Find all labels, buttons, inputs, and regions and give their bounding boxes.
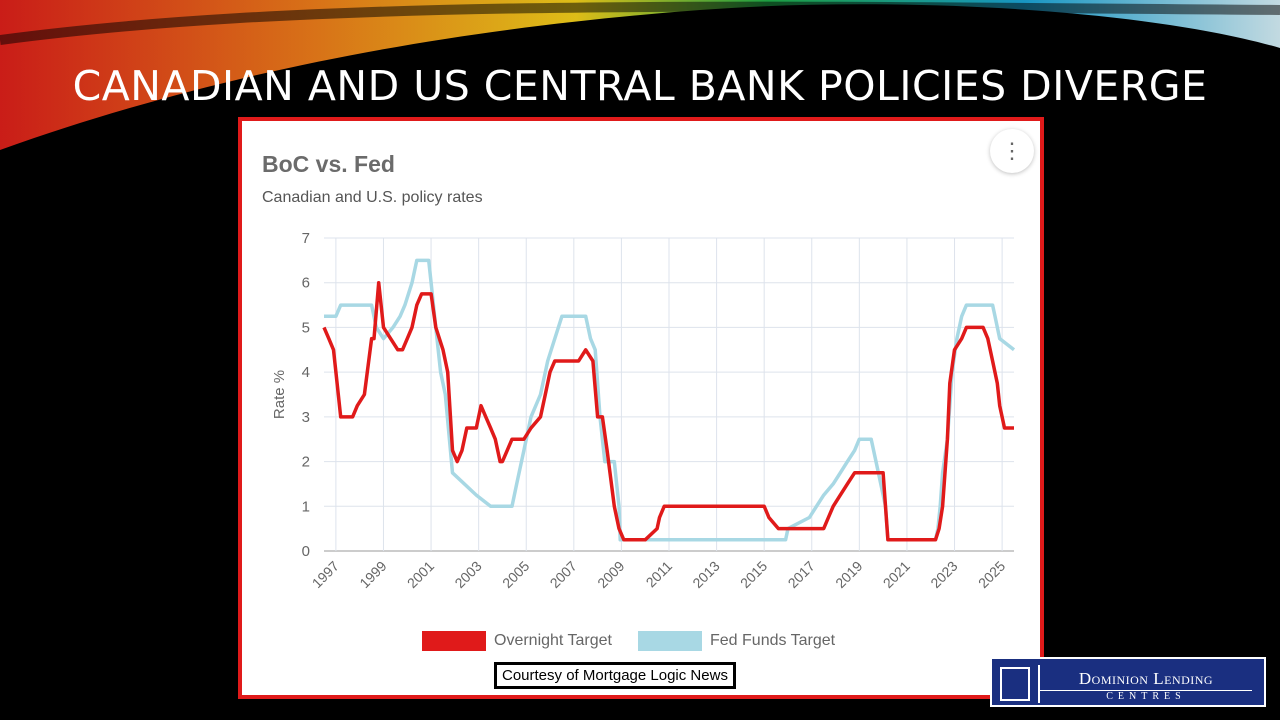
x-tick-label: 2007	[547, 558, 580, 591]
x-tick-label: 2001	[404, 558, 437, 591]
y-tick-label: 5	[302, 319, 310, 336]
x-tick-label: 2023	[927, 558, 960, 591]
y-tick-label: 2	[302, 454, 310, 471]
legend-label-overnight: Overnight Target	[494, 632, 612, 649]
legend: Overnight Target Fed Funds Target	[422, 631, 861, 651]
y-tick-label: 6	[302, 275, 310, 292]
logo-text-line2: CENTRES	[1040, 690, 1252, 702]
chart-title: BoC vs. Fed	[262, 151, 395, 177]
vertical-dots-icon: ⋮	[1001, 138, 1023, 163]
y-axis-label: Rate %	[271, 370, 288, 419]
chart-subtitle: Canadian and U.S. policy rates	[262, 189, 483, 206]
y-tick-label: 1	[302, 498, 310, 515]
y-tick-label: 7	[302, 230, 310, 247]
x-tick-label: 2009	[594, 558, 627, 591]
y-tick-label: 3	[302, 409, 310, 426]
logo-text-line1: Dominion Lending	[1078, 669, 1214, 688]
company-logo: Dominion Lending CENTRES	[990, 657, 1266, 707]
legend-swatch-fed	[638, 631, 702, 651]
legend-label-fed: Fed Funds Target	[710, 632, 836, 649]
x-tick-label: 2011	[643, 558, 676, 591]
credit-note: Courtesy of Mortgage Logic News	[494, 662, 736, 689]
x-tick-label: 1997	[309, 558, 342, 591]
legend-item-fed[interactable]: Fed Funds Target	[638, 631, 835, 651]
logo-mark-icon	[1000, 667, 1030, 701]
x-tick-label: 2013	[689, 558, 722, 591]
x-tick-label: 2003	[451, 558, 484, 591]
line-chart: 0 1 2 3 4 5 6 7 1997 1999 2001 2003 2005 2007 2009 2011…	[271, 230, 1016, 591]
x-tick-label: 2017	[785, 558, 818, 591]
decorative-swoosh	[0, 0, 1280, 150]
y-tick-label: 4	[302, 364, 310, 381]
x-tick-label: 2005	[499, 558, 532, 591]
legend-swatch-overnight	[422, 631, 486, 651]
x-tick-label: 2025	[975, 558, 1008, 591]
x-tick-label: 2015	[737, 558, 770, 591]
x-tick-label: 2019	[832, 558, 865, 591]
slide-title: CANADIAN AND US CENTRAL BANK POLICIES DI…	[72, 62, 1208, 110]
x-tick-label: 1999	[356, 558, 389, 591]
legend-item-overnight[interactable]: Overnight Target	[422, 631, 612, 651]
series-line-overnight-target	[322, 280, 1014, 542]
y-tick-label: 0	[302, 543, 310, 560]
x-tick-label: 2021	[880, 558, 913, 591]
chart-card: BoC vs. Fed Canadian and U.S. policy rat…	[238, 117, 1044, 699]
more-options-button[interactable]: ⋮	[990, 129, 1034, 173]
